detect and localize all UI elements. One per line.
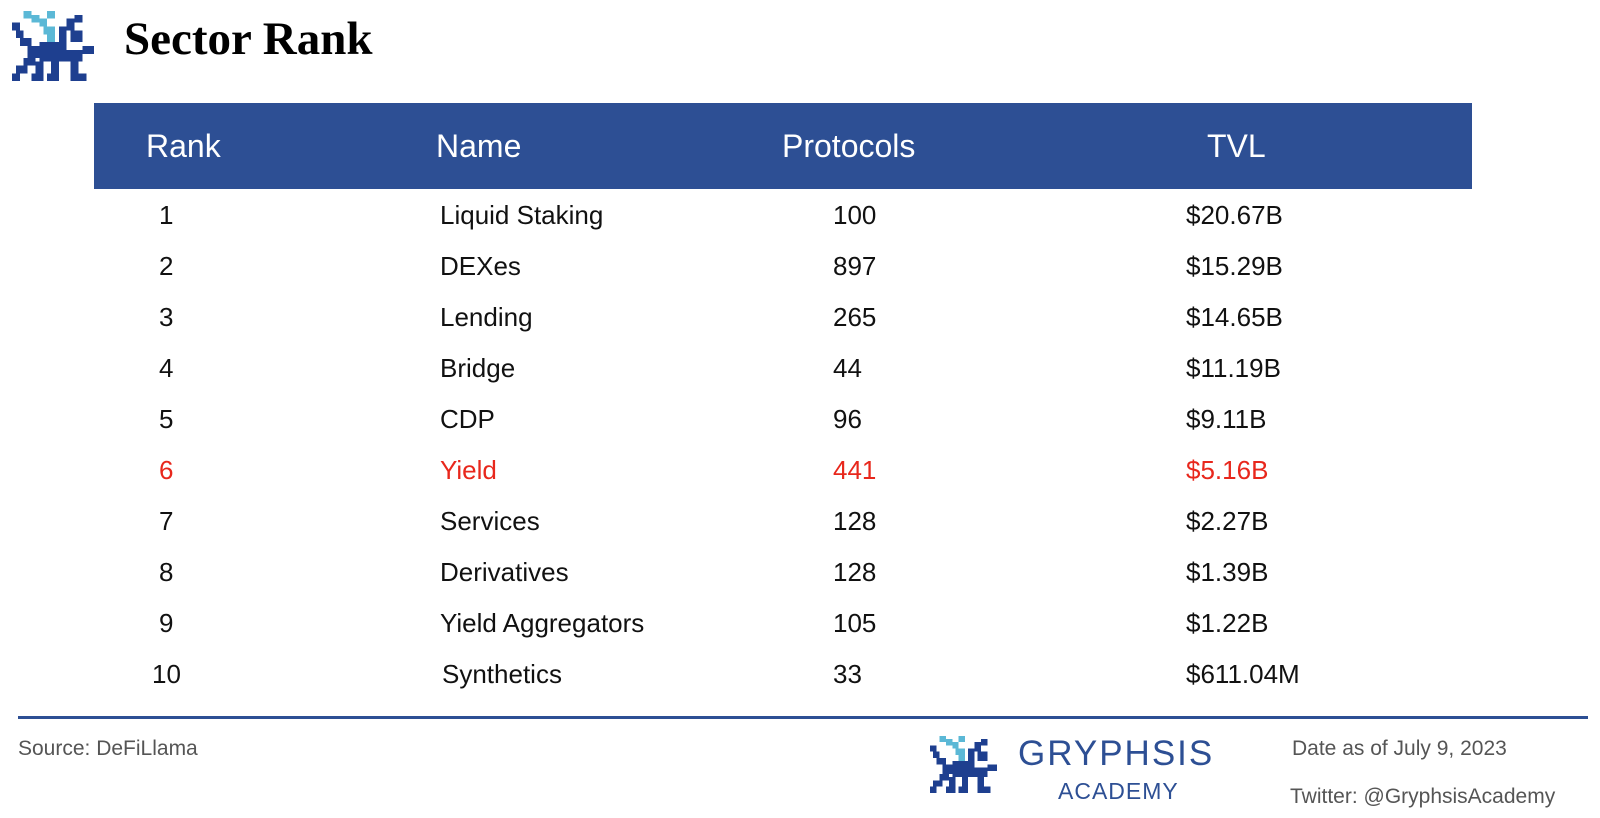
tvl-cell: $2.27B (1186, 506, 1269, 536)
date-note: Date as of July 9, 2023 (1292, 737, 1507, 760)
column-header-protocols: Protocols (782, 128, 916, 164)
tvl-cell: $15.29B (1186, 251, 1283, 281)
protocols-cell: 265 (833, 302, 877, 332)
brand-name: GRYPHSIS (1018, 734, 1215, 773)
tvl-cell: $5.16B (1186, 455, 1269, 485)
rank-cell: 1 (159, 200, 174, 230)
name-cell: Bridge (440, 353, 516, 383)
tvl-cell: $1.39B (1186, 557, 1269, 587)
table-row: 3 Lending 265 $14.65B (0, 292, 1600, 343)
tvl-cell: $14.65B (1186, 302, 1283, 332)
rank-cell: 2 (159, 251, 174, 281)
table-row: 5 CDP 96 $9.11B (0, 394, 1600, 445)
name-cell: Liquid Staking (440, 200, 604, 230)
name-cell: Synthetics (442, 659, 562, 689)
name-cell: Yield (440, 455, 497, 485)
table-row: 2 DEXes 897 $15.29B (0, 241, 1600, 292)
protocols-cell: 441 (833, 455, 877, 485)
rank-cell: 4 (159, 353, 174, 383)
table-row-highlighted: 6 Yield 441 $5.16B (0, 445, 1600, 496)
protocols-cell: 33 (833, 659, 862, 689)
rank-cell: 10 (152, 659, 181, 689)
tvl-cell: $11.19B (1186, 353, 1281, 383)
footer-divider (18, 716, 1588, 719)
rank-cell: 8 (159, 557, 174, 587)
tvl-cell: $611.04M (1186, 659, 1300, 689)
rank-cell: 5 (159, 404, 174, 434)
gryphon-logo-icon (12, 10, 95, 82)
table-row: 4 Bridge 44 $11.19B (0, 343, 1600, 394)
rank-cell: 7 (159, 506, 174, 536)
column-header-rank: Rank (146, 128, 221, 164)
name-cell: Derivatives (440, 557, 569, 587)
protocols-cell: 100 (833, 200, 877, 230)
name-cell: Services (440, 506, 540, 536)
column-header-tvl: TVL (1207, 128, 1266, 164)
column-header-name: Name (436, 128, 522, 164)
page-title: Sector Rank (124, 13, 373, 65)
tvl-cell: $1.22B (1186, 608, 1269, 638)
table-row: 1 Liquid Staking 100 $20.67B (0, 190, 1600, 241)
tvl-cell: $9.11B (1186, 404, 1267, 434)
rank-cell: 9 (159, 608, 174, 638)
table-header: Rank Name Protocols TVL (94, 103, 1472, 189)
protocols-cell: 128 (833, 506, 877, 536)
table-row: 7 Services 128 $2.27B (0, 496, 1600, 547)
protocols-cell: 105 (833, 608, 877, 638)
rank-cell: 3 (159, 302, 174, 332)
rank-cell: 6 (159, 455, 174, 485)
name-cell: CDP (440, 404, 495, 434)
protocols-cell: 44 (833, 353, 862, 383)
gryphon-logo-icon (930, 735, 997, 794)
protocols-cell: 96 (833, 404, 862, 434)
name-cell: Lending (440, 302, 533, 332)
table-row: 8 Derivatives 128 $1.39B (0, 547, 1600, 598)
source-note: Source: DeFiLlama (18, 737, 198, 760)
table-row: 10 Synthetics 33 $611.04M (0, 649, 1600, 700)
name-cell: Yield Aggregators (440, 608, 645, 638)
tvl-cell: $20.67B (1186, 200, 1283, 230)
brand-subtitle: ACADEMY (1058, 778, 1179, 804)
name-cell: DEXes (440, 251, 521, 281)
protocols-cell: 128 (833, 557, 877, 587)
table-row: 9 Yield Aggregators 105 $1.22B (0, 598, 1600, 649)
protocols-cell: 897 (833, 251, 877, 281)
twitter-handle[interactable]: Twitter: @GryphsisAcademy (1290, 785, 1556, 808)
